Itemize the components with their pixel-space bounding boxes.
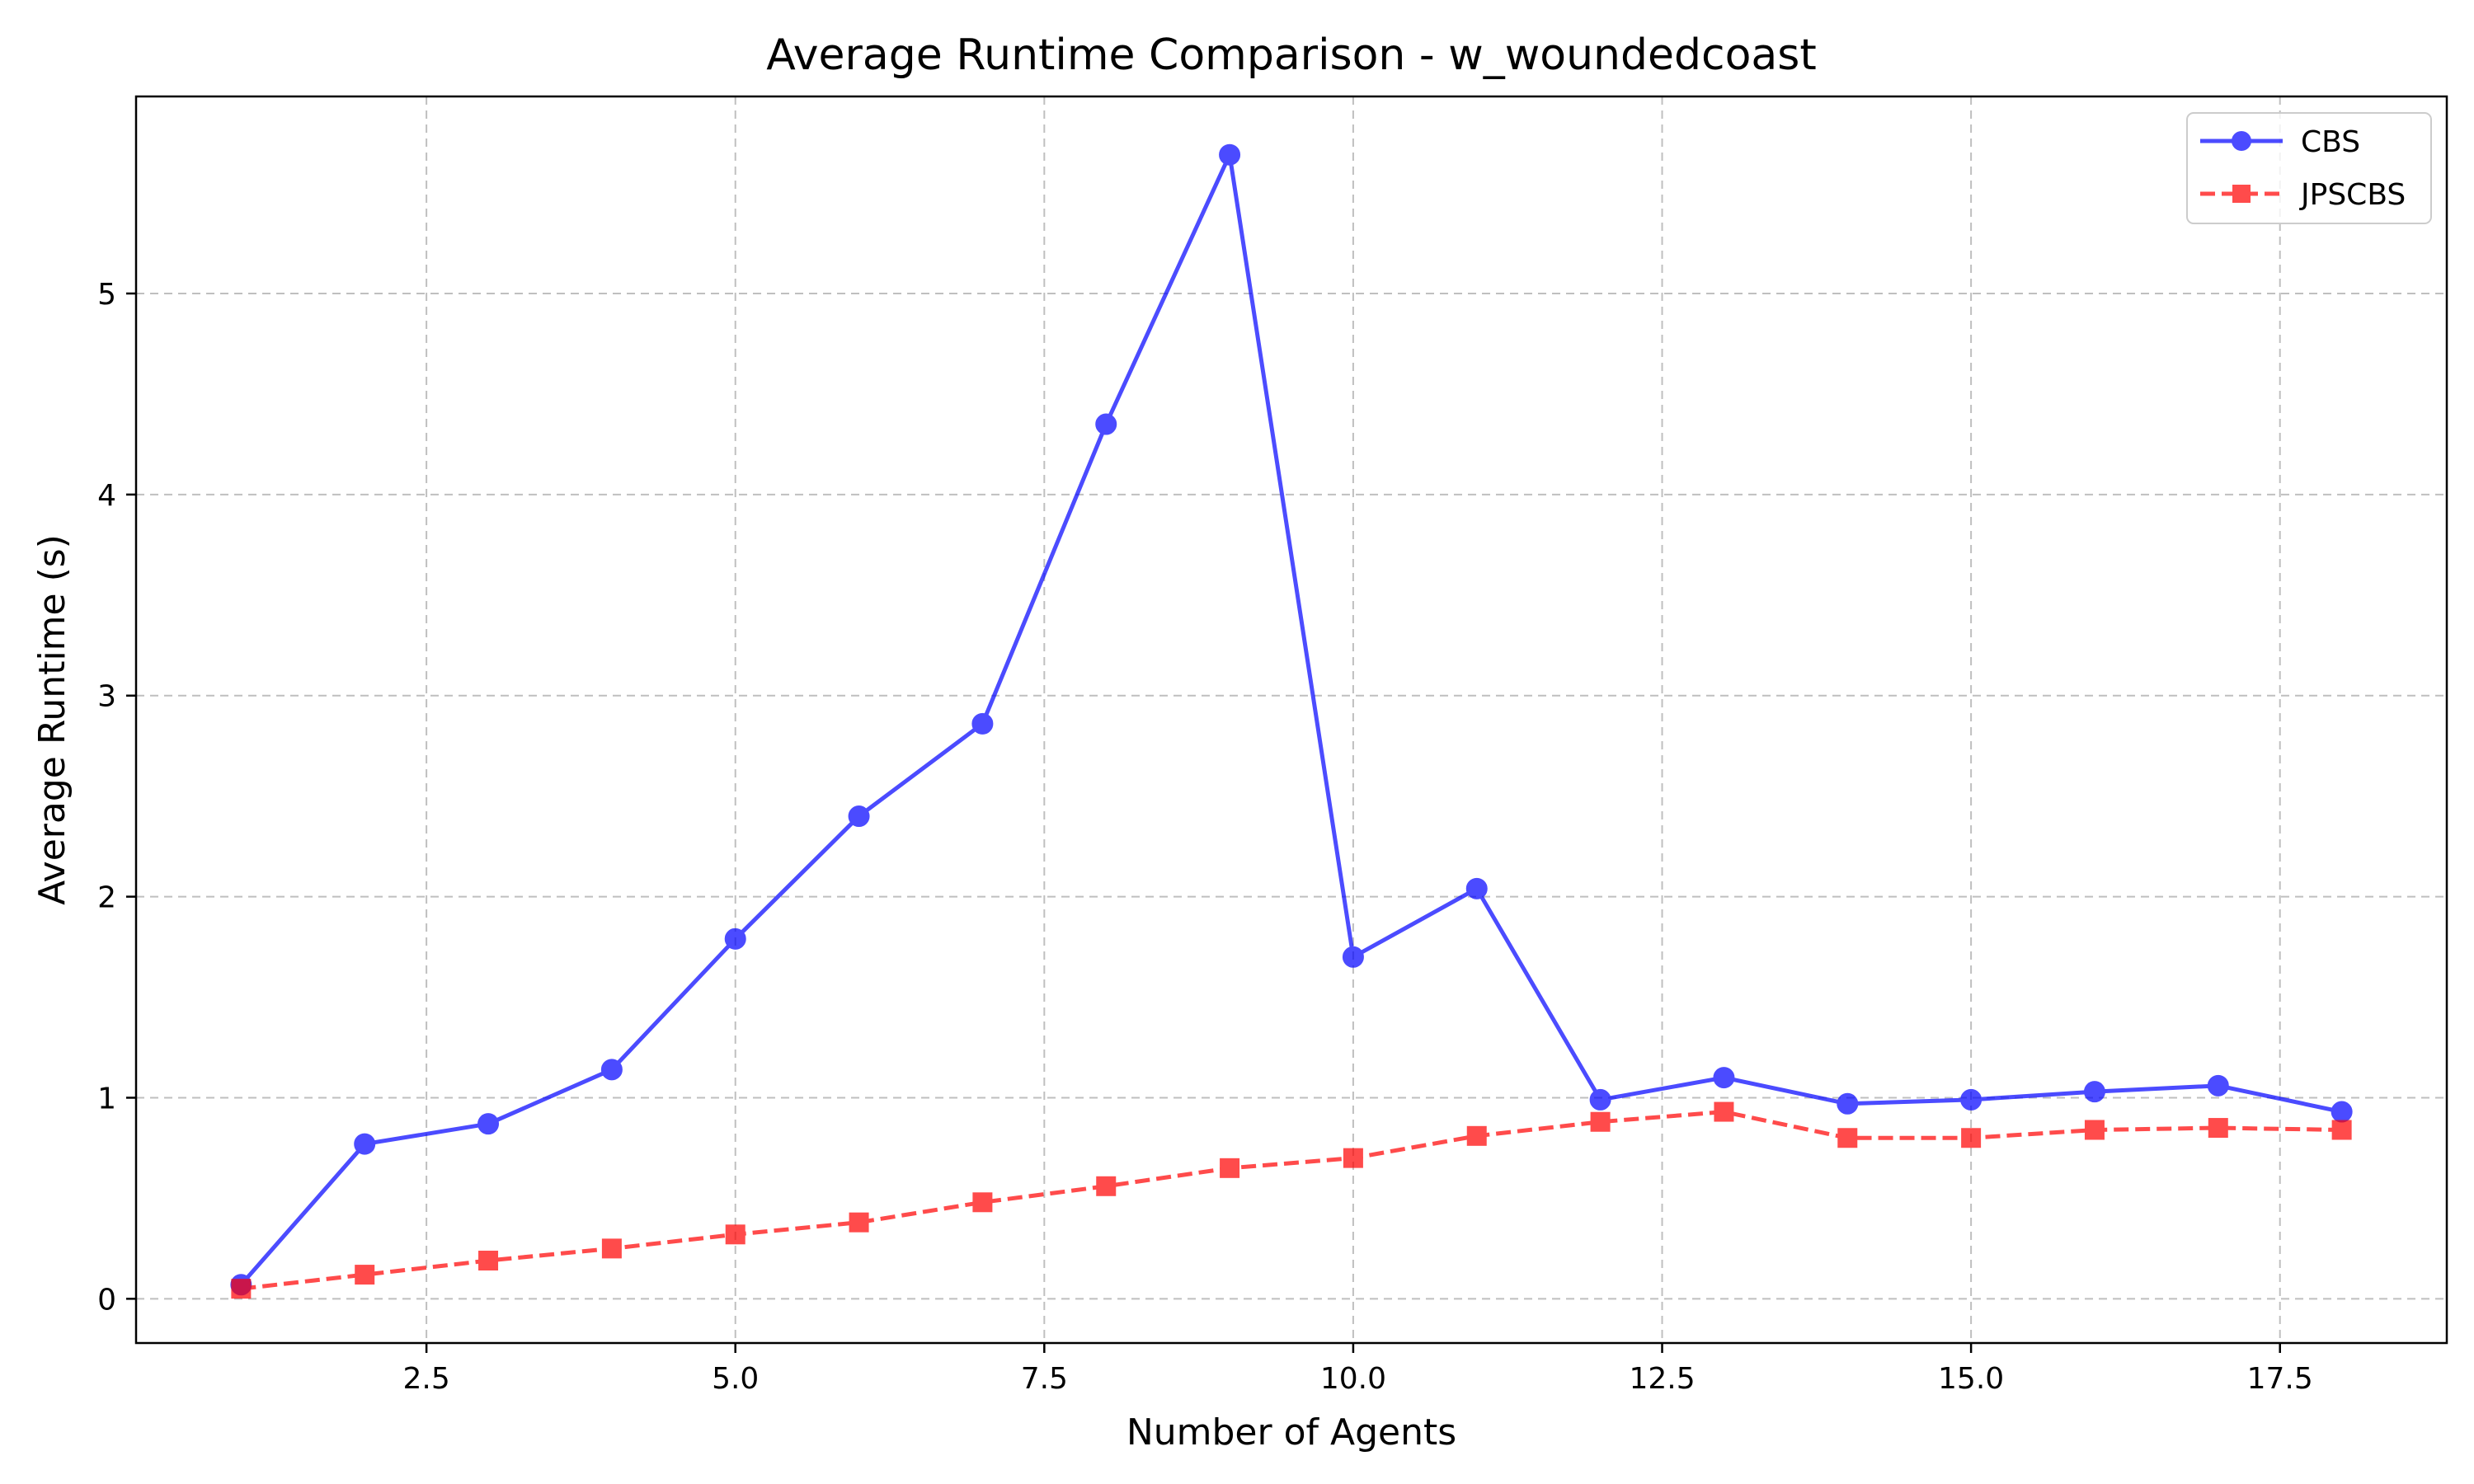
y-tick-label: 3	[97, 680, 116, 714]
data-point-jpscbs	[601, 1238, 622, 1259]
legend-swatch-cbs	[2200, 131, 2283, 151]
data-point-cbs	[2207, 1074, 2229, 1097]
series-jpscbs	[231, 1101, 2352, 1299]
data-point-jpscbs	[478, 1251, 499, 1271]
data-point-jpscbs	[2331, 1120, 2352, 1140]
x-tick-label: 2.5	[402, 1362, 449, 1396]
legend-entry-cbs: CBS	[2200, 125, 2360, 159]
x-tick-label: 5.0	[712, 1362, 759, 1396]
y-axis-ticks: 0 1 2 3 4 5	[97, 278, 136, 1317]
data-point-cbs	[477, 1113, 500, 1135]
data-point-jpscbs	[849, 1212, 869, 1233]
legend-label: JPSCBS	[2299, 178, 2406, 212]
x-tick-label: 15.0	[1938, 1362, 2004, 1396]
data-point-cbs	[724, 928, 746, 950]
data-point-cbs	[2083, 1081, 2105, 1103]
data-point-cbs	[2331, 1101, 2353, 1123]
x-tick-label: 7.5	[1021, 1362, 1068, 1396]
data-point-cbs	[1960, 1088, 1982, 1111]
series-line-jpscbs	[241, 1110, 2342, 1291]
data-point-cbs	[1713, 1067, 1735, 1089]
y-tick-label: 5	[97, 278, 116, 312]
data-point-jpscbs	[1466, 1125, 1487, 1146]
data-point-cbs	[1342, 946, 1364, 968]
data-point-jpscbs	[1961, 1128, 1982, 1148]
data-point-jpscbs	[231, 1279, 252, 1299]
data-point-jpscbs	[2084, 1120, 2105, 1140]
grid-layer	[136, 96, 2447, 1343]
y-tick-label: 0	[97, 1283, 116, 1317]
data-point-cbs	[1095, 413, 1117, 435]
chart-title: Average Runtime Comparison - w_woundedco…	[766, 31, 1817, 80]
data-point-cbs	[1219, 143, 1241, 166]
y-tick-label: 2	[97, 881, 116, 915]
legend: CBS JPSCBS	[2186, 112, 2432, 224]
data-point-jpscbs	[1837, 1128, 1858, 1148]
data-point-jpscbs	[725, 1224, 745, 1245]
x-axis-label: Number of Agents	[1126, 1411, 1456, 1453]
data-point-jpscbs	[1590, 1111, 1611, 1132]
data-point-cbs	[971, 712, 994, 735]
data-point-jpscbs	[1714, 1101, 1734, 1122]
data-point-jpscbs	[355, 1265, 375, 1285]
data-point-cbs	[1465, 877, 1488, 899]
y-tick-label: 4	[97, 479, 116, 513]
series-layer	[230, 143, 2353, 1299]
data-point-jpscbs	[1220, 1158, 1240, 1178]
legend-entry-jpscbs: JPSCBS	[2200, 178, 2406, 212]
data-point-jpscbs	[1096, 1176, 1117, 1196]
series-line-cbs	[239, 153, 2343, 1286]
data-point-jpscbs	[2208, 1118, 2228, 1139]
data-point-cbs	[600, 1059, 623, 1081]
legend-label: CBS	[2301, 125, 2360, 159]
data-point-cbs	[1589, 1088, 1611, 1111]
x-tick-label: 17.5	[2247, 1362, 2313, 1396]
legend-swatch-jpscbs	[2200, 185, 2283, 203]
y-axis-label: Average Runtime (s)	[31, 534, 73, 905]
y-tick-label: 1	[97, 1082, 116, 1115]
data-point-cbs	[1837, 1092, 1859, 1115]
data-point-cbs	[848, 805, 870, 828]
data-point-jpscbs	[972, 1192, 993, 1213]
x-tick-label: 12.5	[1629, 1362, 1695, 1396]
data-point-cbs	[354, 1133, 376, 1155]
series-cbs	[230, 143, 2353, 1296]
x-axis-ticks: 2.5 5.0 7.5 10.0 12.5 15.0 17.5	[402, 1343, 2313, 1396]
data-point-jpscbs	[1343, 1148, 1363, 1168]
plot-frame	[134, 95, 2448, 1345]
x-tick-label: 10.0	[1320, 1362, 1386, 1396]
